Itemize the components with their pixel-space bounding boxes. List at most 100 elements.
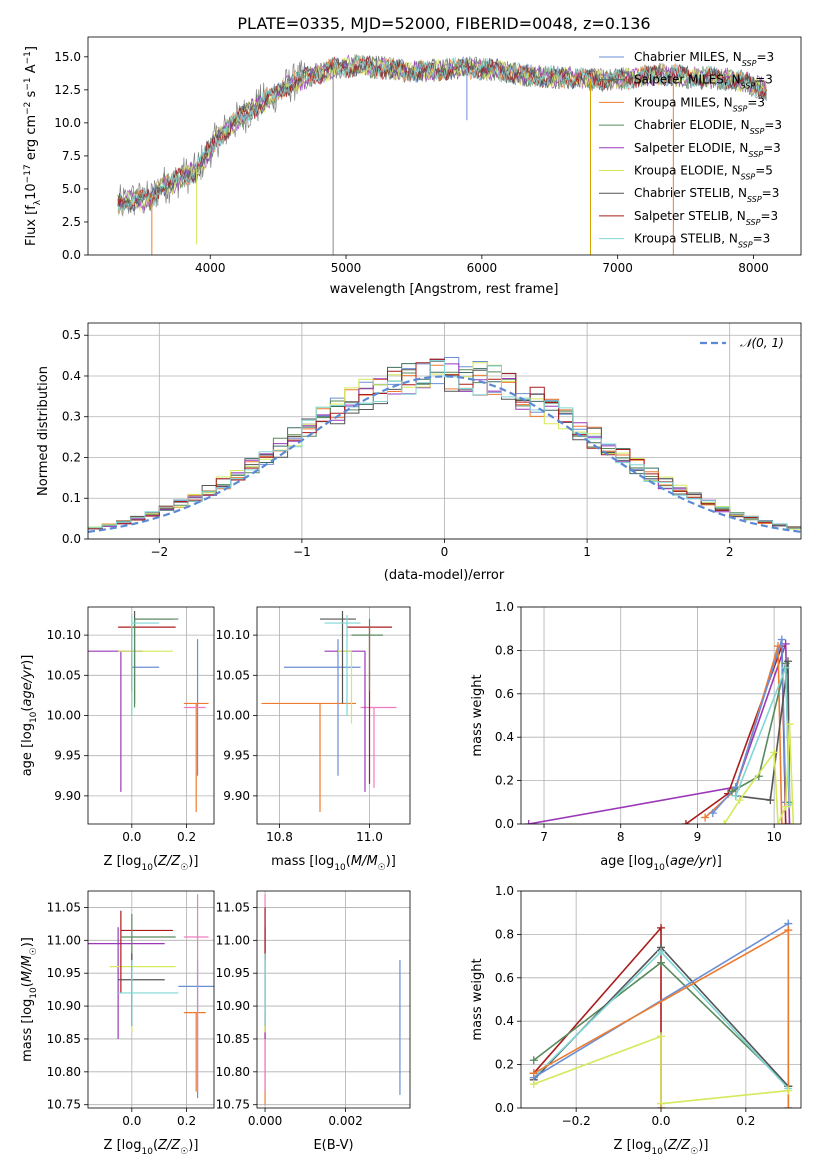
label-part: ( [20,982,35,987]
spectrum-panel: 4000 5000 6000 7000 8000 0.0 2.5 5.0 7.5 10.0 12.5… [23,36,802,297]
y-tick-label: 11.00 [47,933,81,947]
y-tick-label: 0.0 [62,248,81,262]
plot-area [117,53,767,255]
y-tick-label: 0.1 [62,491,81,505]
y-tick-label: 2.5 [62,215,81,229]
y-axis-label: age [log10(age/yr)] [20,655,39,777]
x-axis-label: Z [log10(Z/Z☉)] [104,854,199,873]
label-part: −1 [23,77,33,90]
y-tick-label: 0.4 [62,369,81,383]
label-part: ( [153,1138,158,1153]
y-tick-label: 15.0 [54,50,81,64]
label-part: age/yr [670,854,713,869]
mass-weight-marker [529,1069,538,1078]
mass-weight-marker [657,1032,665,1041]
axes-frame [87,606,215,825]
label-part: 10 [651,1147,663,1157]
label-part: Z [log [614,1138,652,1153]
legend-text: Kroupa MILES, N [634,95,733,109]
x-tick-label: 5000 [331,261,362,275]
x-tick-label: 0.000 [248,1114,282,1128]
label-part: 10 [29,987,39,999]
legend-entry: Kroupa ELODIE, NSSP=5 [634,164,773,182]
label-part: Z/Z [157,1138,181,1153]
label-part: )] [20,937,35,947]
x-tick-label: 0.2 [177,830,196,844]
legend-sub: SSP [738,240,753,249]
legend-entry: Salpeter MILES, NSSP=3 [634,73,773,91]
label-part: ( [153,854,158,869]
x-tick-label: 4000 [195,261,226,275]
y-tick-label: 10.10 [47,628,81,642]
y-tick-label: 0.0 [495,817,514,831]
y-tick-label: 0.3 [62,410,81,424]
age-vs-mass-panel: 10.8 11.0 9.90 9.95 10.00 10.05 10.10 mass [log… [216,606,411,873]
y-tick-label: 10.05 [216,668,250,682]
label-part: )] [386,854,396,869]
plot-area [264,894,401,1105]
y-tick-label: 9.95 [223,749,250,763]
mass-weight-marker [783,657,792,666]
legend-entry: Chabrier MILES, NSSP=3 [634,50,774,68]
grid [88,323,801,540]
mass-weight-line [712,639,787,814]
mass-weight-marker [789,820,798,824]
legend-tail: =3 [755,73,773,87]
label-part: 10 [334,863,346,873]
label-part: ( [20,707,35,712]
legend-tail: =3 [763,141,781,155]
y-tick-label: 10.90 [47,999,81,1013]
gaussian-reference-line [88,375,801,533]
mass-weight-marker [781,663,790,672]
label-part: mass [log [20,999,35,1062]
x-tick-label: −1 [293,545,311,559]
y-tick-label: 0.4 [495,1014,514,1028]
legend-tail: =3 [760,209,778,223]
mass-weight-marker [727,787,736,796]
mass-weight-marker [735,796,744,805]
legend-tail: =3 [747,95,765,109]
mass-weight-marker [781,820,790,824]
axes-frame [87,36,802,256]
x-tick-label: 10.8 [266,830,293,844]
residual-histogram-panel: −2 −1 0 1 2 0.0 0.1 0.2 0.3 0.4 0.5 𝒩(0, 1) (data-mo… [36,322,802,583]
mass-weight-marker [657,923,665,932]
label-part: M/M [20,955,35,982]
legend-entry: Kroupa STELIB, NSSP=3 [634,232,770,250]
legend-entry: Kroupa MILES, NSSP=3 [634,95,765,113]
plot-area [88,357,801,533]
grid [257,607,410,824]
mass-vs-metallicity-panel: 0.0 0.2 10.75 10.80 10.85 10.90 10.95 11.00 11.0… [20,890,215,1157]
legend-entry: Chabrier ELODIE, NSSP=3 [634,118,782,136]
y-tick-label: 10.75 [216,1098,250,1112]
x-tick-label: 0.0 [122,830,141,844]
axes-frame [520,606,802,825]
y-tick-label: 10.80 [47,1065,81,1079]
y-tick-label: 10.00 [47,709,81,723]
label-part: A [24,64,39,77]
label-part: ☉ [180,863,188,873]
label-part: Z [log [104,854,142,869]
legend-tail: =3 [753,232,771,246]
x-tick-label: 0.0 [122,1114,141,1128]
label-part: age/yr [20,663,35,706]
y-tick-label: 0.4 [495,730,514,744]
label-part: age [log [600,854,653,869]
legend-text: Salpeter MILES, N [634,73,741,87]
x-tick-label: −0.2 [562,1114,591,1128]
label-part: Flux [f [24,205,39,246]
legend-entry: 𝒩(0, 1) [740,336,784,350]
label-part: 10 [653,863,665,873]
y-tick-label: 7.5 [62,149,81,163]
x-tick-label: 8000 [738,261,769,275]
axes-frame [87,322,802,540]
label-part: 10 [29,711,39,723]
label-part: M/M [351,854,378,869]
axes-frame [256,606,411,825]
label-part: −1 [23,51,33,64]
model-spectrum-line [117,55,767,214]
y-tick-label: 11.05 [47,900,81,914]
x-axis-label: mass [log10(M/M☉)] [271,854,396,873]
label-part: −17 [23,164,33,183]
